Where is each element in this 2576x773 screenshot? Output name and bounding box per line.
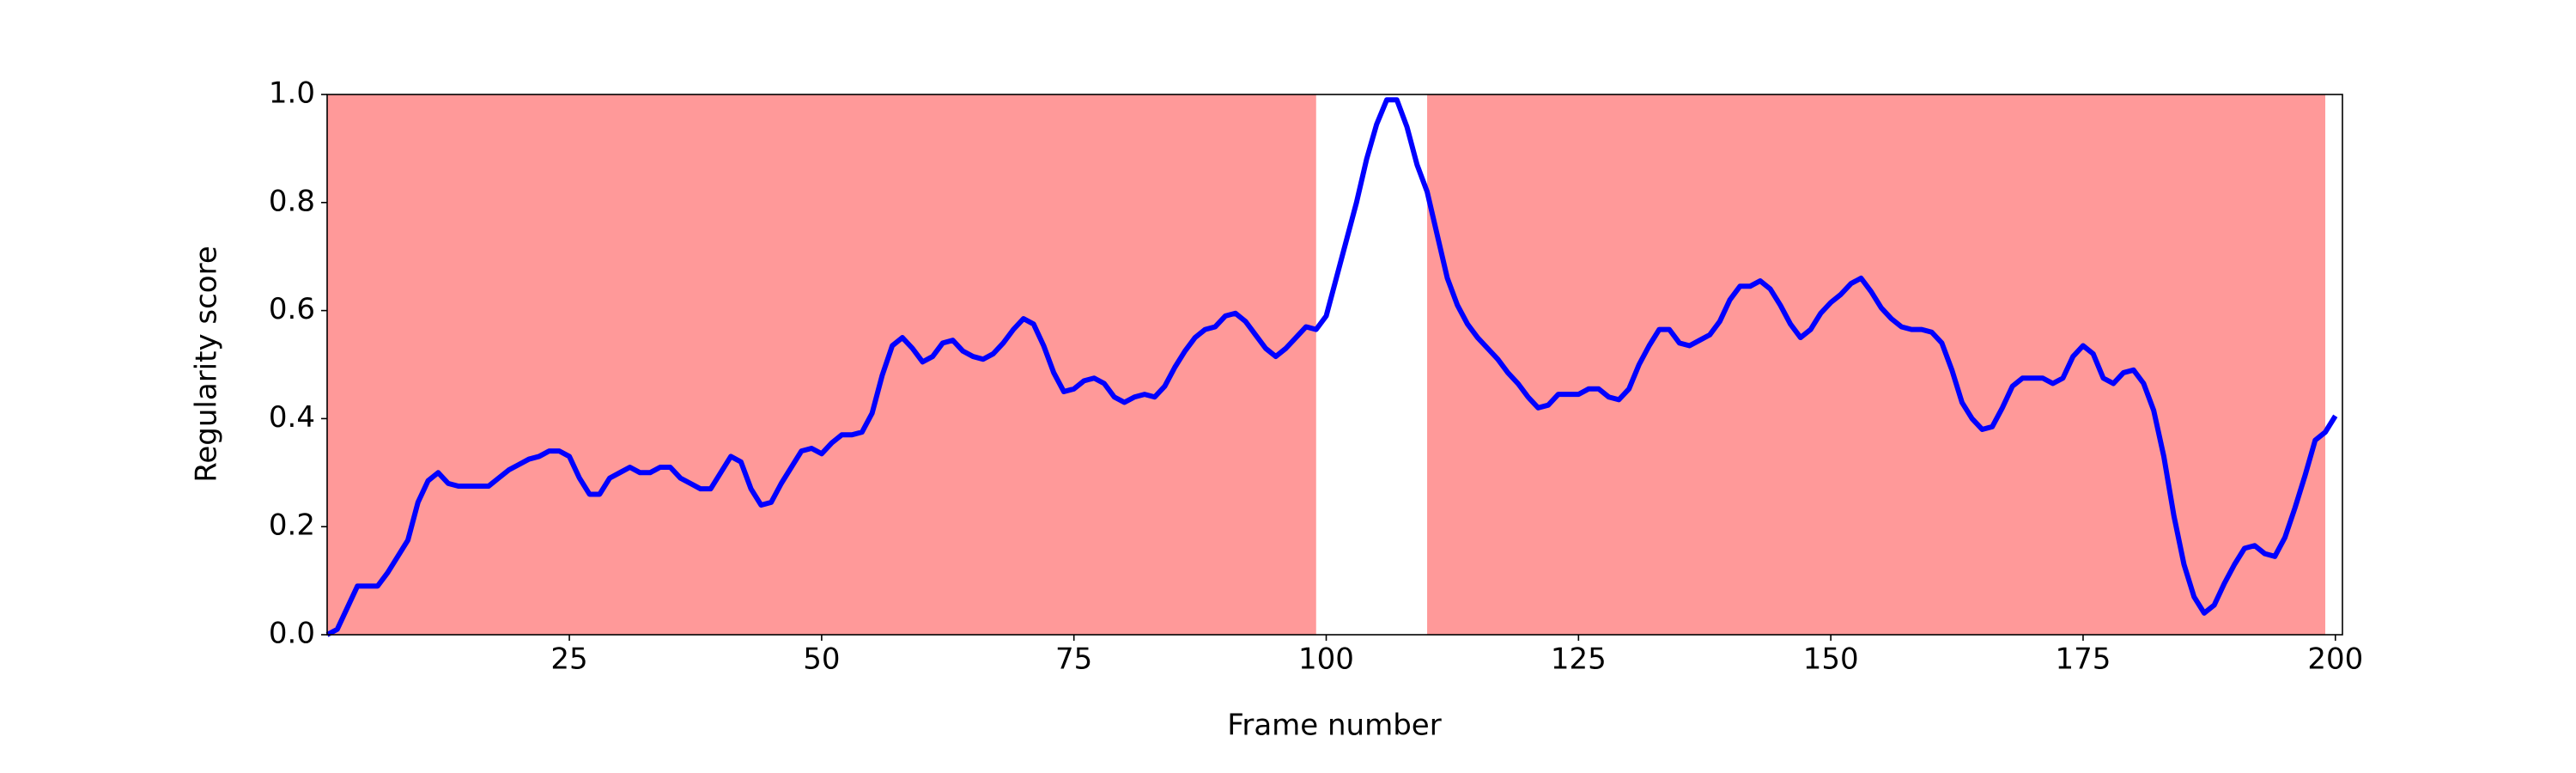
x-tick-label: 75 <box>1055 642 1092 677</box>
y-axis-label: Regularity score <box>190 246 224 482</box>
x-tick-label: 150 <box>1803 642 1859 677</box>
y-tick-label: 0.6 <box>269 292 315 326</box>
x-axis-label: Frame number <box>1227 709 1441 743</box>
y-tick-label: 0.0 <box>269 617 315 651</box>
x-tick-label: 125 <box>1551 642 1607 677</box>
x-tick-label: 200 <box>2307 642 2363 677</box>
x-tick-label: 100 <box>1298 642 1354 677</box>
shaded-span <box>1427 94 2326 635</box>
y-tick-label: 0.4 <box>269 400 315 435</box>
x-tick-label: 175 <box>2056 642 2111 677</box>
y-tick-label: 0.8 <box>269 184 315 218</box>
shaded-span <box>327 94 1316 635</box>
x-tick-label: 25 <box>550 642 587 677</box>
y-tick-label: 1.0 <box>269 76 315 111</box>
x-tick-label: 50 <box>803 642 840 677</box>
plot-frame <box>326 94 2343 636</box>
y-tick-label: 0.2 <box>269 508 315 543</box>
line-series <box>325 97 2338 637</box>
